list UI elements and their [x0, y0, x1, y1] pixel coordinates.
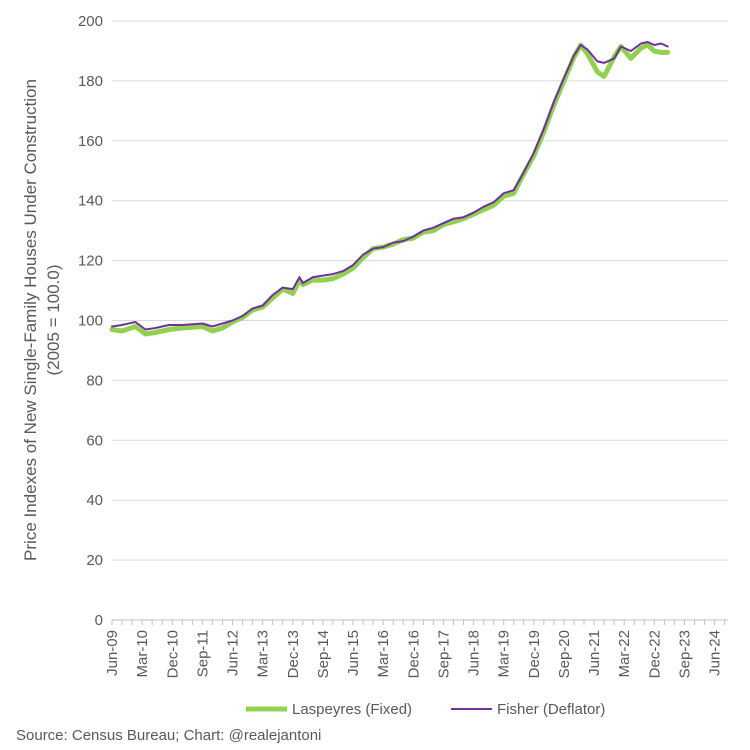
- x-tick-label: Dec-13: [285, 630, 302, 678]
- y-tick-label: 120: [78, 253, 103, 270]
- series-line-laspeyres: [109, 42, 671, 337]
- x-tick-label: Sep-20: [556, 630, 573, 678]
- x-tick-label: Sep-23: [676, 630, 693, 678]
- x-tick-label: Dec-19: [526, 630, 543, 678]
- x-tick-label: Sep-17: [435, 630, 452, 678]
- x-tick-label: Sep-14: [315, 630, 332, 678]
- legend-label: Laspeyres (Fixed): [292, 701, 412, 718]
- x-tick-label: Sep-11: [194, 630, 211, 677]
- x-tick-label: Jun-18: [466, 630, 483, 676]
- x-tick-label: Mar-22: [616, 630, 633, 678]
- x-tick-label: Dec-16: [405, 630, 422, 678]
- x-tick-label: Jun-24: [707, 630, 724, 676]
- x-tick-label: Jun-21: [586, 630, 603, 676]
- y-axis: 0 20 40 60 80 100 120 140 160 180 200: [78, 13, 103, 629]
- legend: Laspeyres (Fixed) Fisher (Deflator): [246, 701, 605, 718]
- y-tick-label: 140: [78, 193, 103, 210]
- y-tick-label: 80: [86, 372, 103, 389]
- x-tick-label: Mar-13: [255, 630, 272, 678]
- y-tick-label: 60: [86, 432, 103, 449]
- source-note: Source: Census Bureau; Chart: @realejant…: [16, 727, 322, 744]
- x-tick-label: Jun-12: [225, 630, 242, 676]
- legend-label: Fisher (Deflator): [497, 701, 605, 718]
- x-tick-label: Mar-16: [375, 630, 392, 678]
- x-axis: Jun-09 Mar-10 Dec-10 Sep-11 Jun-12 Mar-13 Dec-…: [104, 619, 728, 678]
- y-tick-label: 20: [86, 552, 103, 569]
- y-tick-label: 0: [95, 612, 103, 629]
- y-tick-label: 180: [78, 73, 103, 90]
- series-line-fisher: [111, 41, 669, 331]
- series-layer: [109, 41, 671, 337]
- y-tick-label: 40: [86, 492, 103, 509]
- y-axis-title: Price Indexes of New Single-Family House…: [21, 79, 40, 561]
- y-tick-label: 160: [78, 133, 103, 150]
- y-axis-subtitle: (2005 = 100.0): [44, 264, 63, 375]
- x-tick-label: Jun-15: [345, 630, 362, 676]
- y-tick-label: 100: [78, 313, 103, 330]
- gridlines: [112, 20, 728, 561]
- x-tick-label: Mar-19: [496, 630, 513, 678]
- x-tick-label: Dec-10: [164, 630, 181, 678]
- y-tick-label: 200: [78, 13, 103, 30]
- x-tick-label: Jun-09: [104, 630, 121, 676]
- x-tick-label: Dec-22: [646, 630, 663, 678]
- x-tick-label: Mar-10: [134, 630, 151, 678]
